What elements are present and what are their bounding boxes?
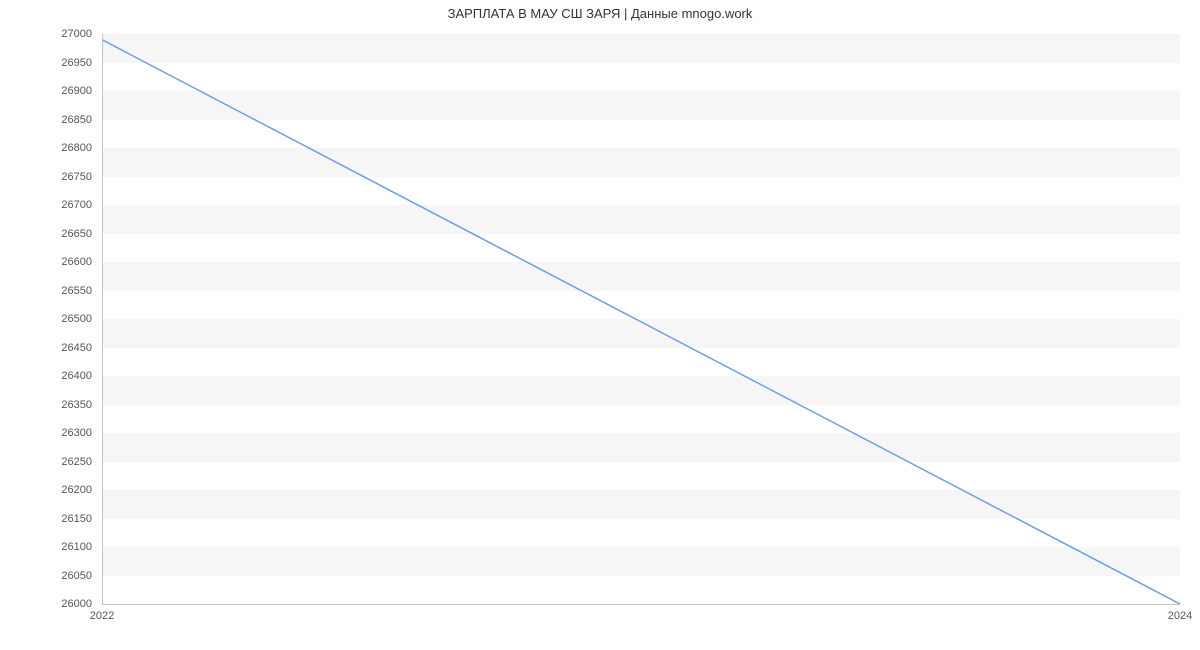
chart-title: ЗАРПЛАТА В МАУ СШ ЗАРЯ | Данные mnogo.wo… [0, 6, 1200, 21]
y-tick-label: 26900 [32, 85, 92, 97]
x-tick-label: 2024 [1168, 610, 1192, 622]
series-line-salary [102, 40, 1180, 604]
y-tick-label: 26800 [32, 142, 92, 154]
plot-area [102, 34, 1180, 604]
y-tick-label: 26700 [32, 199, 92, 211]
y-tick-label: 26250 [32, 456, 92, 468]
y-tick-label: 26000 [32, 598, 92, 610]
y-tick-label: 26100 [32, 541, 92, 553]
y-tick-label: 26500 [32, 313, 92, 325]
y-tick-label: 26200 [32, 484, 92, 496]
y-tick-label: 26850 [32, 114, 92, 126]
y-tick-label: 26400 [32, 370, 92, 382]
y-tick-label: 26600 [32, 256, 92, 268]
y-tick-label: 26750 [32, 171, 92, 183]
x-tick-label: 2022 [90, 610, 114, 622]
y-tick-label: 26450 [32, 342, 92, 354]
line-series [102, 34, 1180, 604]
y-tick-label: 26650 [32, 228, 92, 240]
y-tick-label: 26150 [32, 513, 92, 525]
y-axis-line [102, 34, 103, 604]
y-tick-label: 26950 [32, 57, 92, 69]
y-tick-label: 26300 [32, 427, 92, 439]
chart-container: ЗАРПЛАТА В МАУ СШ ЗАРЯ | Данные mnogo.wo… [0, 0, 1200, 650]
y-tick-label: 26550 [32, 285, 92, 297]
x-axis-line [102, 604, 1180, 605]
y-tick-label: 26350 [32, 399, 92, 411]
y-tick-label: 27000 [32, 28, 92, 40]
y-tick-label: 26050 [32, 570, 92, 582]
